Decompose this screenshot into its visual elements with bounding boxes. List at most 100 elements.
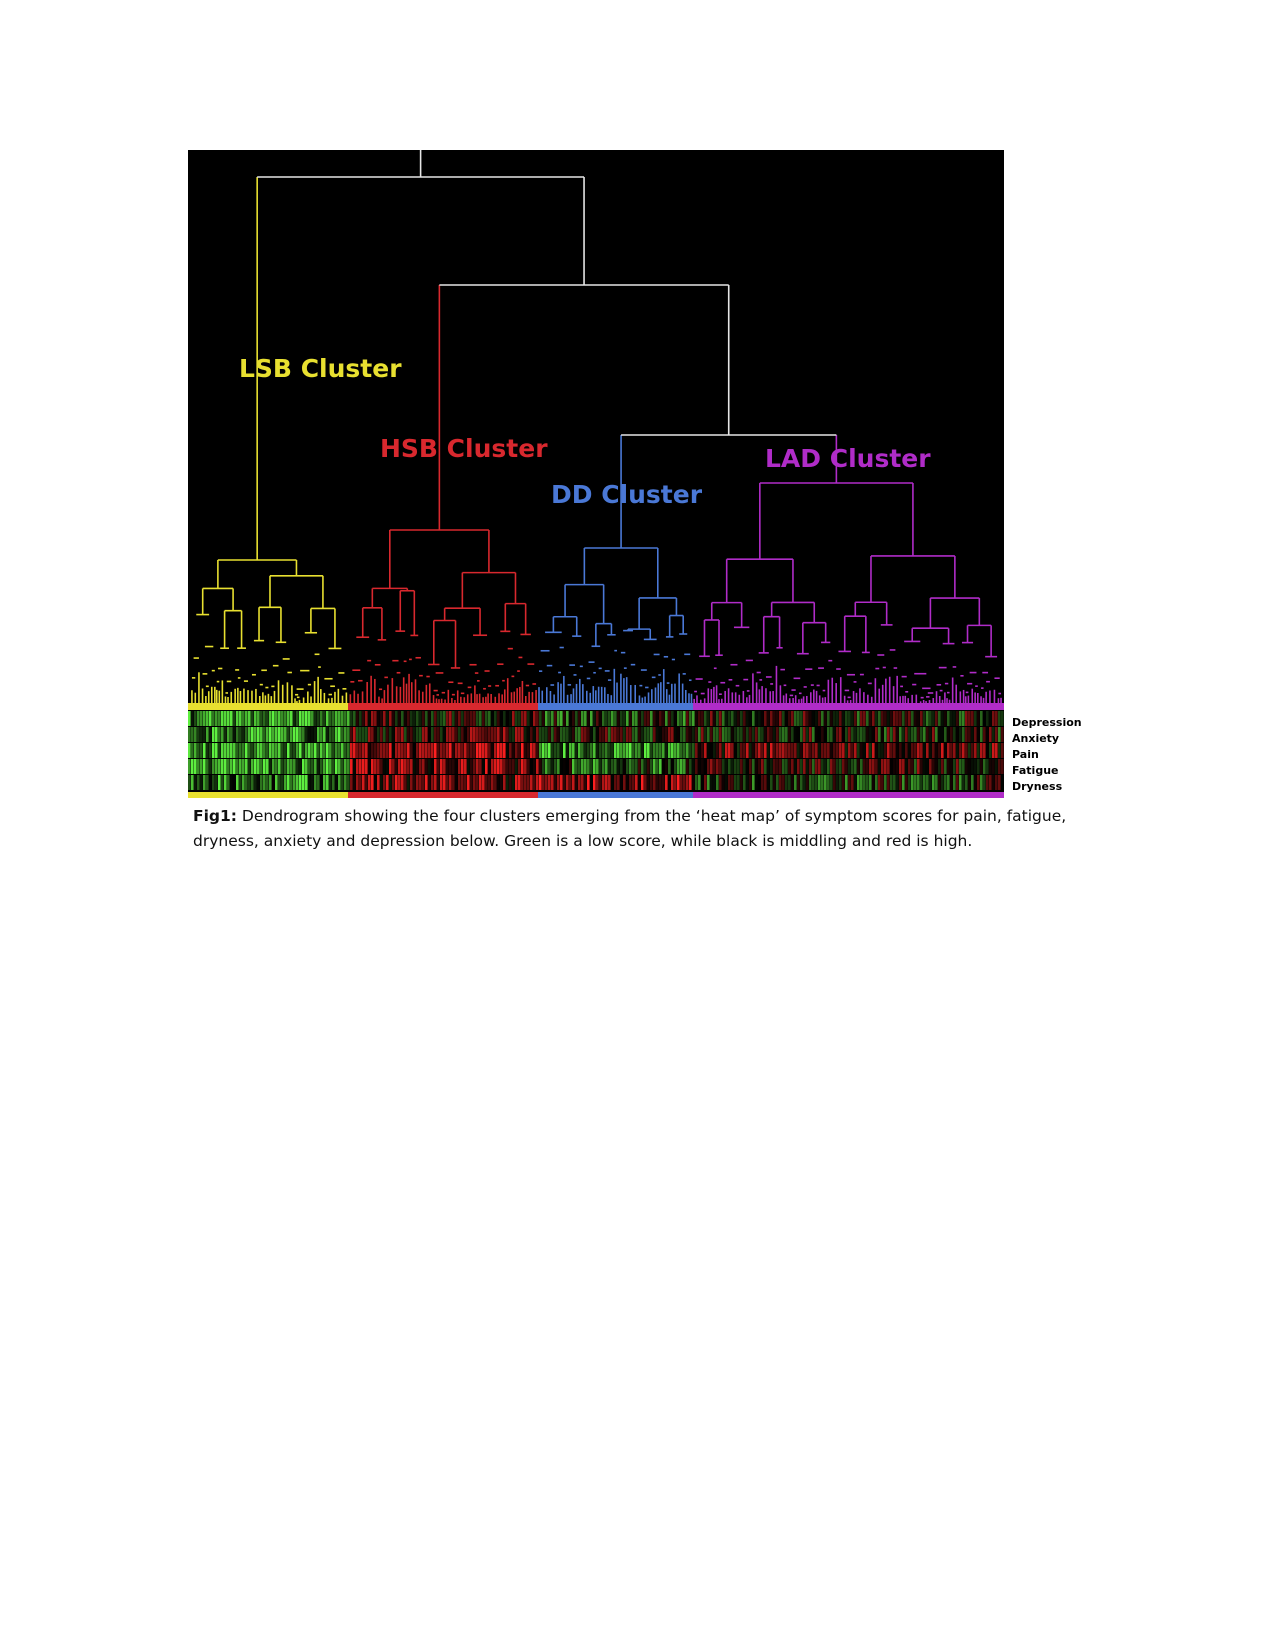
heat-map-cell	[308, 743, 311, 758]
heat-map-cell	[296, 759, 299, 774]
heat-map-cell	[587, 711, 590, 726]
heat-map-cell	[293, 727, 296, 742]
heat-map-cell	[641, 727, 644, 742]
heat-map-cell	[758, 727, 761, 742]
heat-map-cell	[815, 727, 818, 742]
heat-map-cell	[968, 711, 971, 726]
heat-map-cell	[197, 775, 200, 790]
heat-map-cell	[359, 711, 362, 726]
heat-map-cell	[473, 759, 476, 774]
heat-map-cell	[332, 743, 335, 758]
heat-map-cell	[488, 727, 491, 742]
heat-map-cell	[389, 743, 392, 758]
heat-map-cell	[446, 743, 449, 758]
heat-map-cell	[701, 743, 704, 758]
heat-map-cell	[569, 727, 572, 742]
heat-map-cell	[560, 727, 563, 742]
heat-map-cell	[761, 711, 764, 726]
heat-map-cell	[416, 743, 419, 758]
heat-map-cell	[386, 759, 389, 774]
heat-map-cell	[572, 775, 575, 790]
heat-map-cell	[644, 743, 647, 758]
heat-map-cell	[839, 743, 842, 758]
heat-map-cell	[506, 759, 509, 774]
heat-map-cell	[218, 759, 221, 774]
heat-map-cell	[578, 711, 581, 726]
heat-map-cell	[824, 727, 827, 742]
heat-map-cell	[716, 743, 719, 758]
heat-map-cell	[788, 775, 791, 790]
heat-map-cell	[950, 727, 953, 742]
heat-map-cell	[260, 711, 263, 726]
heat-map-cell	[266, 743, 269, 758]
heat-map-cell	[740, 711, 743, 726]
heat-map-cell	[818, 775, 821, 790]
heat-map-cell	[656, 711, 659, 726]
heat-map-cell	[302, 743, 305, 758]
heat-map-cell	[824, 711, 827, 726]
heat-map-cell	[977, 759, 980, 774]
heat-map-cell	[212, 711, 215, 726]
heat-map-cell	[884, 743, 887, 758]
heat-map-cell	[659, 743, 662, 758]
heat-map-cell	[464, 743, 467, 758]
heat-map-cell	[605, 775, 608, 790]
heat-map-cell	[992, 759, 995, 774]
heat-map-cell	[890, 743, 893, 758]
heat-map-cell	[968, 759, 971, 774]
heat-map-cell	[899, 775, 902, 790]
heat-map-cell	[188, 759, 191, 774]
heat-map-cell	[512, 759, 515, 774]
heat-map-cell	[479, 711, 482, 726]
heat-map-row-labels: Depression Anxiety Pain Fatigue Dryness	[1012, 715, 1132, 795]
heat-map-cell	[557, 727, 560, 742]
heat-map-cell	[944, 759, 947, 774]
heat-map-cell	[251, 711, 254, 726]
heat-map-cell	[392, 711, 395, 726]
heat-map-cell	[905, 775, 908, 790]
heat-map-cell	[584, 743, 587, 758]
heat-map-cell	[335, 727, 338, 742]
heat-map-cell	[689, 775, 692, 790]
heat-map-cell	[830, 727, 833, 742]
heat-map-cell	[923, 759, 926, 774]
heat-map-cell	[953, 727, 956, 742]
heat-map-cell	[620, 775, 623, 790]
heat-map-cell	[737, 759, 740, 774]
heat-map-cell	[428, 711, 431, 726]
heat-map-cell	[953, 759, 956, 774]
heat-map-cell	[917, 743, 920, 758]
heat-map-cell	[710, 727, 713, 742]
heat-map-cell	[314, 743, 317, 758]
heat-map-cell	[323, 711, 326, 726]
heat-map-cell	[680, 759, 683, 774]
heat-map-cell	[623, 743, 626, 758]
heat-map-cell	[830, 759, 833, 774]
heat-map-cell	[719, 727, 722, 742]
heat-map-cell	[884, 775, 887, 790]
heat-map-cell	[668, 743, 671, 758]
heat-map-cell	[383, 711, 386, 726]
heat-map-cell	[413, 775, 416, 790]
heat-map-cell	[638, 759, 641, 774]
heat-map-cell	[350, 711, 353, 726]
heat-map-cell	[467, 743, 470, 758]
heat-map-cell	[716, 727, 719, 742]
heat-map-cell	[446, 775, 449, 790]
heat-map-cell	[656, 775, 659, 790]
heat-map-cell	[293, 743, 296, 758]
heat-map-cell	[869, 743, 872, 758]
heat-map-cell	[257, 743, 260, 758]
heat-map-cell	[932, 743, 935, 758]
heat-map-cell	[476, 743, 479, 758]
heat-map-cell	[560, 775, 563, 790]
heat-map-cell	[203, 759, 206, 774]
heat-map-cell	[398, 711, 401, 726]
heat-map-cell	[611, 743, 614, 758]
heat-map-cell	[554, 711, 557, 726]
heat-map-cell	[197, 711, 200, 726]
heat-map-cell	[461, 711, 464, 726]
heat-map-cell	[644, 727, 647, 742]
heat-map-cell	[728, 759, 731, 774]
heat-map-cell	[551, 711, 554, 726]
